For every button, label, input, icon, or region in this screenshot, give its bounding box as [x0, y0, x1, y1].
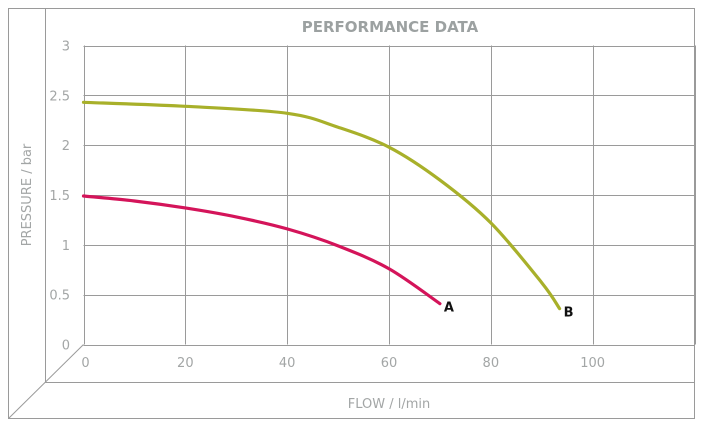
x-tick-label: 0	[81, 356, 89, 371]
y-axis-ticks: 0 0.5 1 1.5 2 2.5 3	[49, 40, 70, 354]
x-tick-label: 100	[580, 356, 605, 371]
x-tick-label: 40	[279, 356, 296, 371]
y-axis-label: PRESSURE / bar	[20, 143, 35, 246]
series-label-a: A	[444, 301, 454, 316]
x-tick-label: 60	[381, 356, 398, 371]
y-tick-label: 0	[62, 339, 70, 354]
series-line-a	[81, 194, 442, 306]
x-axis-ticks: 0 20 40 60 80 100	[81, 356, 605, 371]
series-label-b: B	[564, 306, 574, 321]
y-tick-label: 1	[62, 239, 70, 254]
y-tick-label: 3	[62, 40, 70, 55]
series-line-b	[81, 100, 562, 311]
chart-grid	[83, 45, 696, 346]
y-tick-label: 0.5	[49, 289, 70, 304]
chart-frame	[8, 8, 695, 419]
x-tick-label: 20	[177, 356, 194, 371]
y-tick-label: 2	[62, 139, 70, 154]
x-tick-label: 80	[483, 356, 500, 371]
y-tick-label: 2.5	[49, 89, 70, 104]
y-tick-label: 1.5	[49, 189, 70, 204]
x-axis-label: FLOW / l/min	[348, 397, 431, 412]
chart-title: PERFORMANCE DATA	[302, 18, 479, 36]
